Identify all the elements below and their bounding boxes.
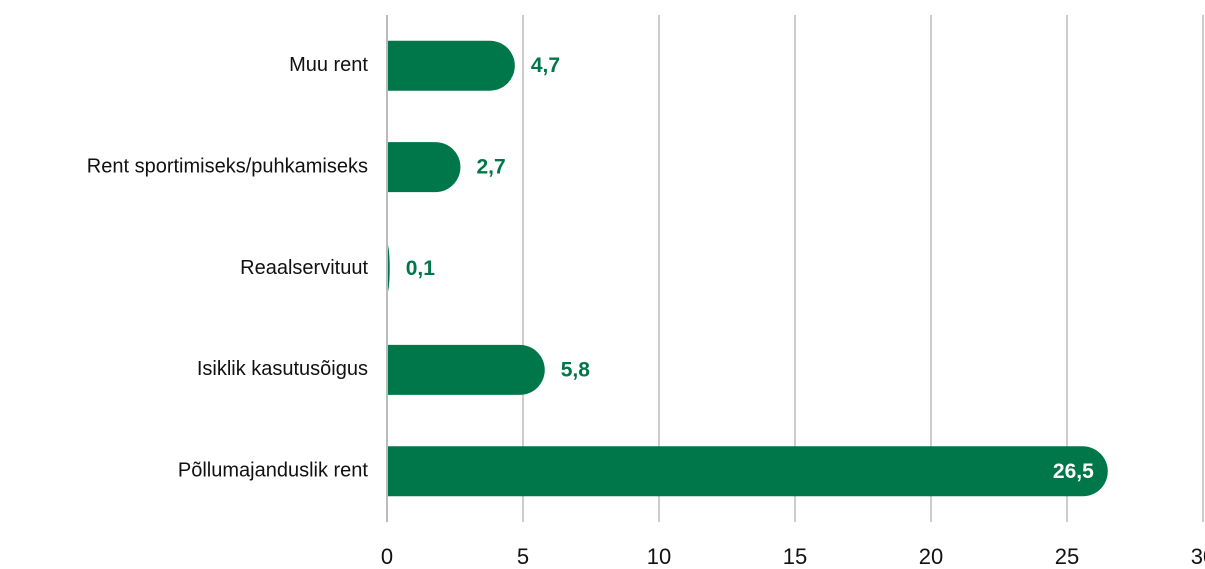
y-tick-label: Muu rent	[289, 54, 368, 76]
x-tick-label: 15	[783, 544, 807, 569]
x-tick-label: 0	[381, 544, 393, 569]
value-label: 4,7	[531, 54, 560, 77]
x-tick-label: 20	[919, 544, 943, 569]
bar	[387, 142, 461, 193]
x-tick-label: 30	[1191, 544, 1205, 569]
value-label: 26,5	[1053, 460, 1094, 483]
x-tick-label: 5	[517, 544, 529, 569]
value-label: 2,7	[476, 156, 505, 179]
y-tick-label: Rent sportimiseks/puhkamiseks	[87, 155, 368, 177]
y-tick-label: Reaalservituut	[240, 257, 368, 279]
x-tick-label: 25	[1055, 544, 1079, 569]
y-tick-label: Põllumajanduslik rent	[178, 460, 369, 482]
value-label: 0,1	[406, 257, 436, 280]
bar	[387, 446, 1108, 497]
bar	[387, 40, 515, 91]
x-tick-label: 10	[647, 544, 671, 569]
bar	[387, 344, 545, 395]
y-tick-label: Isiklik kasutusõigus	[197, 358, 368, 380]
value-label: 5,8	[561, 358, 591, 381]
